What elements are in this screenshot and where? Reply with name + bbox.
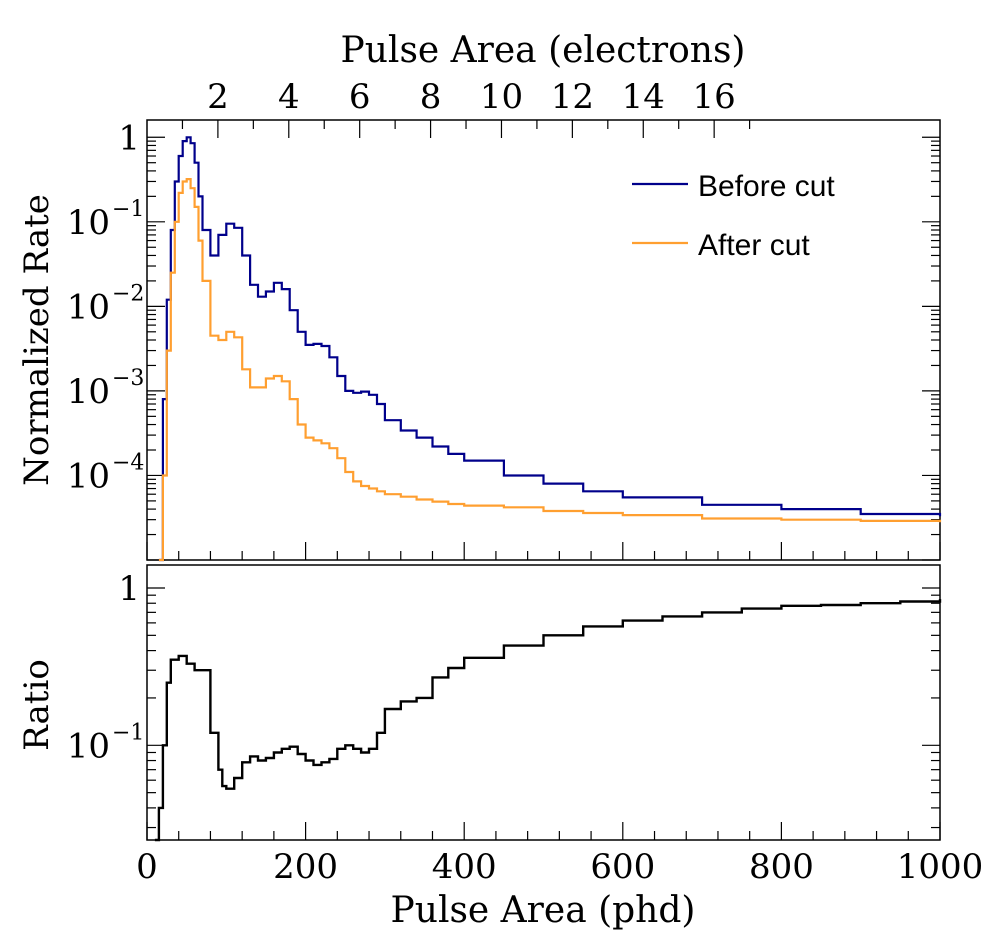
electron-axis-ticks: 2 4 6 8 10 12 14 16 bbox=[181, 77, 751, 138]
top-series bbox=[158, 136, 942, 562]
x-tick-label: 0 bbox=[136, 847, 158, 887]
electron-tick-label: 6 bbox=[349, 77, 371, 117]
x-tick-label: 200 bbox=[273, 847, 338, 887]
series-ratio-line bbox=[154, 599, 942, 842]
y-tick-label: 10 bbox=[67, 372, 110, 412]
bottom-x-ticks: 0 200 400 600 800 1000 bbox=[136, 822, 983, 887]
y-tick-label: 10 bbox=[67, 203, 110, 243]
legend: Before cut After cut bbox=[632, 170, 835, 262]
electron-tick-label: 16 bbox=[693, 77, 736, 117]
y-tick-label-exponent: −1 bbox=[112, 197, 144, 222]
electron-tick-label: 2 bbox=[207, 77, 229, 117]
x-tick-label: 400 bbox=[432, 847, 497, 887]
bottom-y-ticks: 1 10 −1 bbox=[67, 569, 940, 829]
series-after-cut-line bbox=[158, 178, 942, 562]
x-tick-label: 1000 bbox=[897, 847, 984, 887]
legend-after-label: After cut bbox=[698, 229, 810, 262]
electron-tick-label: 14 bbox=[622, 77, 665, 117]
electron-tick-label: 10 bbox=[480, 77, 523, 117]
x-tick-label: 600 bbox=[590, 847, 655, 887]
y-tick-label-exponent: −1 bbox=[112, 720, 144, 745]
bottom-panel: 0 200 400 600 800 1000 1 10 −1 Ratio Pulse Area… bbox=[17, 564, 983, 931]
y-tick-label-exponent: −4 bbox=[112, 450, 144, 475]
y-tick-label: 10 bbox=[67, 726, 110, 766]
top-y-axis-label: Normalized Rate bbox=[17, 194, 57, 486]
y-tick-label: 10 bbox=[67, 287, 110, 327]
bottom-panel-frame bbox=[146, 564, 941, 841]
x-axis-label: Pulse Area (phd) bbox=[391, 890, 696, 931]
y-tick-label-exponent: −3 bbox=[112, 366, 144, 391]
y-tick-label: 1 bbox=[118, 118, 140, 158]
legend-before-label: Before cut bbox=[698, 170, 835, 203]
y-tick-label-exponent: −2 bbox=[112, 281, 144, 306]
series-before-cut-line bbox=[158, 136, 942, 562]
bottom-y-axis-label: Ratio bbox=[17, 659, 57, 751]
x-tick-label: 800 bbox=[749, 847, 814, 887]
y-tick-label: 10 bbox=[67, 456, 110, 496]
electron-tick-label: 4 bbox=[278, 77, 300, 117]
top-x-ticks bbox=[146, 542, 941, 560]
electron-tick-label: 8 bbox=[420, 77, 442, 117]
top-panel: 110−110−210−310−4 2 4 6 8 10 12 14 16 Pulse Are… bbox=[17, 30, 942, 562]
top-axis-label: Pulse Area (electrons) bbox=[341, 30, 746, 71]
bottom-series bbox=[154, 599, 942, 842]
top-y-ticks: 110−110−210−310−4 bbox=[67, 118, 940, 561]
electron-tick-label: 12 bbox=[551, 77, 594, 117]
y-tick-label: 1 bbox=[118, 569, 140, 609]
